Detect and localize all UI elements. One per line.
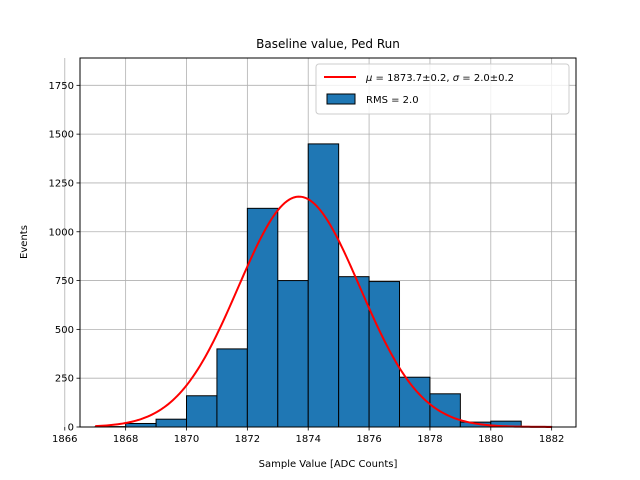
histogram-bar	[338, 276, 370, 428]
histogram-bar	[125, 422, 157, 428]
fit-curve	[95, 195, 552, 428]
legend-mu-value: = 1873.7±0.2,	[372, 73, 452, 84]
legend: μ = 1873.7±0.2, σ = 2.0±0.2 RMS = 2.0	[315, 63, 570, 115]
y-tick-label: 1000	[49, 227, 74, 238]
y-tick-label: 750	[55, 276, 74, 287]
histogram-bar	[246, 207, 279, 428]
y-axis-ticks: 0 250 500 750 1000 1250 1500 1750	[49, 81, 80, 434]
legend-sigma-symbol: σ	[453, 73, 460, 84]
x-tick-label: 1870	[174, 434, 199, 445]
x-axis-ticks: 1866 1868 1870 1872 1874 1876 1878 1880 1882	[52, 427, 564, 445]
y-tick-label: 1250	[49, 178, 74, 189]
histogram-bar	[216, 348, 248, 428]
legend-histogram-label: RMS = 2.0	[366, 95, 419, 106]
x-axis-label: Sample Value [ADC Counts]	[259, 459, 398, 470]
histogram-bar	[155, 418, 188, 428]
fit-curve-group	[95, 195, 552, 428]
histogram-bar	[399, 376, 431, 428]
y-tick-label: 500	[55, 325, 74, 336]
x-tick-label: 1866	[52, 434, 77, 445]
y-axis-label: Events	[19, 225, 30, 259]
legend-sigma-value: = 2.0±0.2	[459, 73, 514, 84]
histogram-bar	[277, 280, 309, 428]
x-tick-label: 1868	[113, 434, 138, 445]
y-tick-label: 0	[68, 423, 74, 434]
legend-fit-label: μ = 1873.7±0.2, σ = 2.0±0.2	[365, 73, 514, 84]
x-tick-label: 1876	[356, 434, 381, 445]
chart-title: Baseline value, Ped Run	[256, 37, 400, 51]
y-tick-label: 250	[55, 374, 74, 385]
histogram-bar	[307, 143, 340, 428]
legend-histogram-swatch	[326, 93, 356, 105]
x-tick-label: 1878	[417, 434, 442, 445]
legend-box	[315, 63, 570, 115]
x-tick-label: 1880	[478, 434, 503, 445]
x-tick-label: 1874	[295, 434, 320, 445]
legend-mu-symbol: μ	[365, 73, 372, 84]
x-tick-label: 1872	[235, 434, 260, 445]
y-tick-label: 1750	[49, 81, 74, 92]
y-tick-label: 1500	[49, 130, 74, 141]
axes-frame	[79, 57, 577, 428]
x-tick-label: 1882	[539, 434, 564, 445]
histogram-bar	[186, 395, 218, 428]
histogram-bar	[368, 281, 401, 428]
histogram-bar	[429, 393, 461, 428]
